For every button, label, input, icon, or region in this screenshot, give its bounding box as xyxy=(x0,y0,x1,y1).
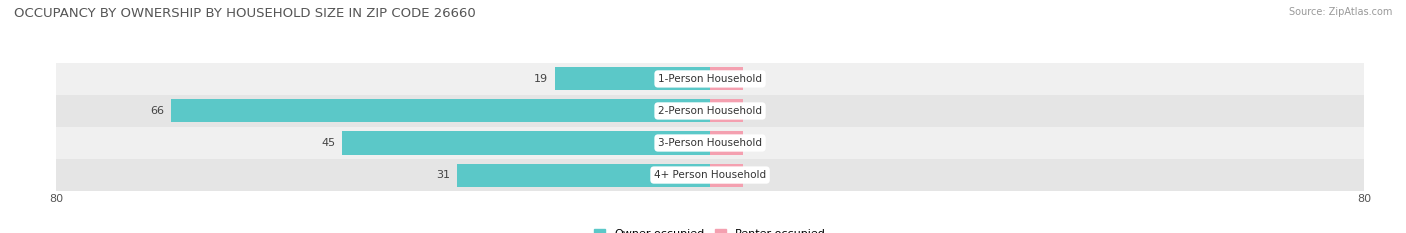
Text: 0: 0 xyxy=(749,170,756,180)
Bar xyxy=(342,131,710,154)
Bar xyxy=(710,131,742,154)
Text: 4+ Person Household: 4+ Person Household xyxy=(654,170,766,180)
Legend: Owner-occupied, Renter-occupied: Owner-occupied, Renter-occupied xyxy=(593,229,827,233)
Text: 0: 0 xyxy=(749,74,756,84)
Bar xyxy=(56,159,1364,191)
Bar xyxy=(710,99,742,123)
Text: 0: 0 xyxy=(749,106,756,116)
Text: OCCUPANCY BY OWNERSHIP BY HOUSEHOLD SIZE IN ZIP CODE 26660: OCCUPANCY BY OWNERSHIP BY HOUSEHOLD SIZE… xyxy=(14,7,475,20)
Text: Source: ZipAtlas.com: Source: ZipAtlas.com xyxy=(1288,7,1392,17)
Text: 1-Person Household: 1-Person Household xyxy=(658,74,762,84)
Text: 3-Person Household: 3-Person Household xyxy=(658,138,762,148)
Bar xyxy=(56,63,1364,95)
Bar xyxy=(56,127,1364,159)
Text: 31: 31 xyxy=(436,170,450,180)
Text: 66: 66 xyxy=(150,106,165,116)
Bar xyxy=(710,164,742,187)
Bar xyxy=(555,67,710,90)
Bar xyxy=(56,95,1364,127)
Text: 2-Person Household: 2-Person Household xyxy=(658,106,762,116)
Bar xyxy=(170,99,710,123)
Bar xyxy=(710,67,742,90)
Text: 19: 19 xyxy=(534,74,548,84)
Text: 45: 45 xyxy=(322,138,336,148)
Bar xyxy=(457,164,710,187)
Text: 0: 0 xyxy=(749,138,756,148)
